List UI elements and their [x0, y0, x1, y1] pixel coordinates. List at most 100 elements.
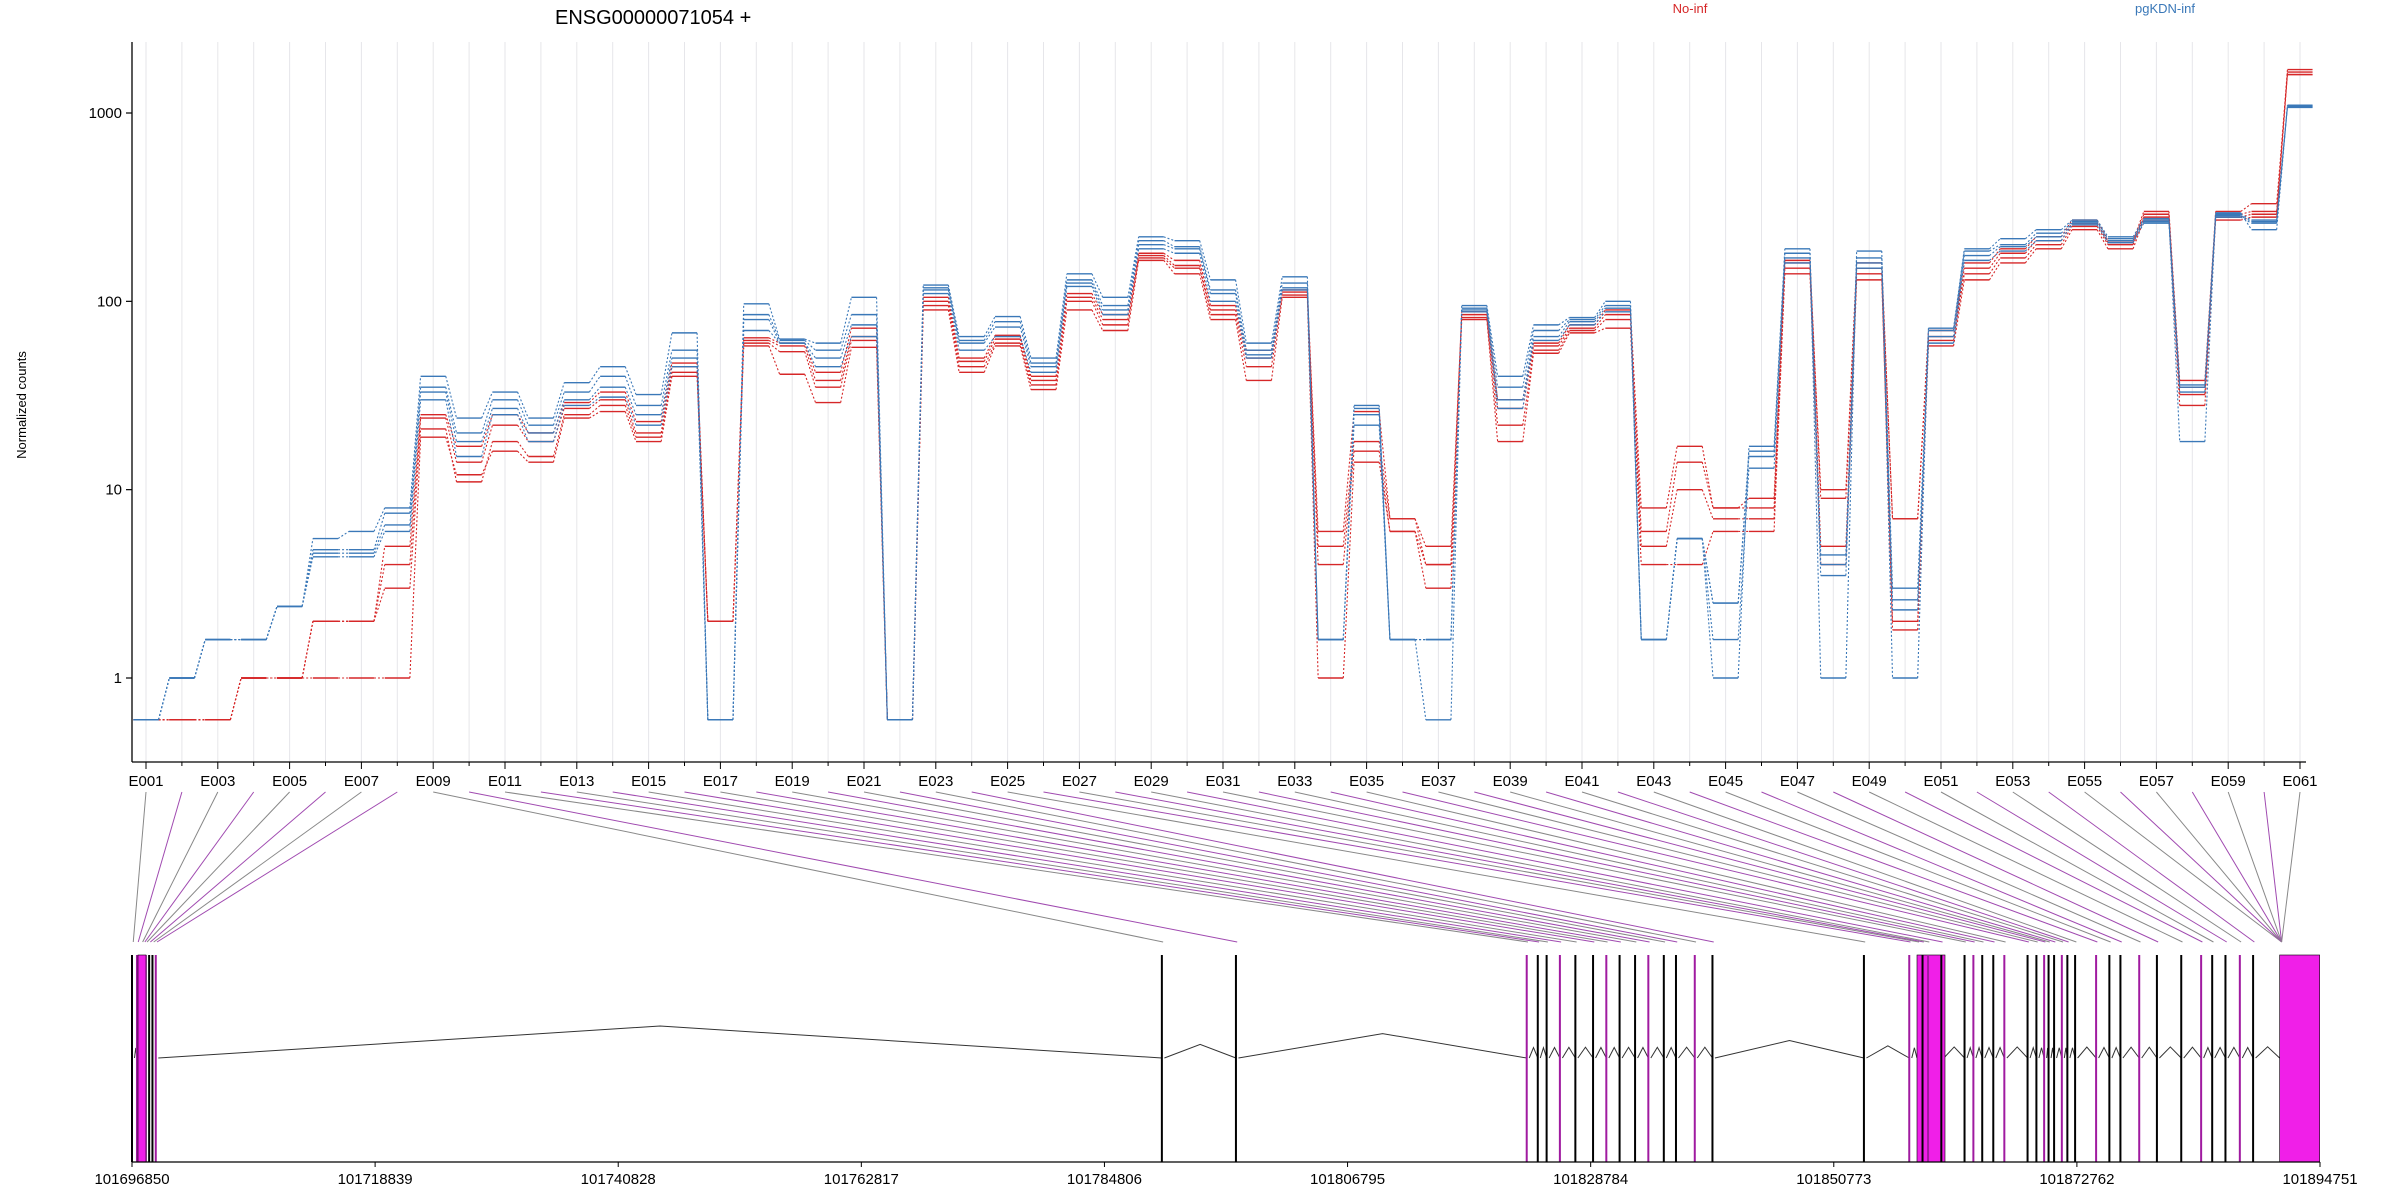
series-connector [2060, 226, 2073, 245]
series-connector [301, 538, 314, 607]
intron-line [2159, 1046, 2182, 1059]
series-connector [1163, 252, 1175, 261]
series-connector [696, 366, 709, 622]
intron-line [2203, 1046, 2213, 1059]
series-connector [589, 399, 601, 409]
exon-link [1904, 791, 2203, 943]
series-connector [552, 417, 565, 463]
series-connector [983, 316, 996, 337]
series-connector [660, 350, 673, 406]
exon-link [1222, 791, 1966, 943]
series-connector [1342, 405, 1355, 640]
series-connector [1342, 411, 1355, 532]
series-connector [2024, 236, 2037, 250]
series-connector [158, 677, 170, 720]
series-connector [1199, 253, 1211, 302]
series-connector [1342, 451, 1355, 565]
exon-link [756, 791, 1621, 943]
exon-link [2263, 791, 2283, 943]
series-connector [1091, 282, 1104, 311]
exon-link [142, 791, 219, 943]
series-connector [1737, 446, 1750, 679]
series-connector [1127, 255, 1140, 320]
x-tick-label: E023 [918, 773, 953, 790]
series-connector [1199, 240, 1211, 281]
series-connector [1558, 321, 1570, 337]
series-connector [1378, 405, 1391, 640]
series-connector [1450, 314, 1463, 547]
gene-axis-tick-label: 101696850 [94, 1171, 169, 1188]
series-connector [911, 297, 924, 720]
series-connector [624, 411, 637, 442]
exon-link [2281, 791, 2301, 943]
exon-link [1510, 791, 2050, 943]
x-tick-label: E035 [1349, 773, 1384, 790]
exon-link [1833, 791, 2159, 943]
series-connector [1558, 327, 1570, 347]
series-connector [1881, 273, 1894, 630]
series-connector [301, 621, 314, 679]
x-tick-label: E021 [846, 773, 881, 790]
gene-axis-tick-label: 101850773 [1796, 1171, 1871, 1188]
x-tick-label: E059 [2211, 773, 2246, 790]
series-connector [2024, 244, 2037, 259]
series-connector [1594, 327, 1606, 334]
intron-line [1528, 1046, 1539, 1059]
series-connector [1665, 538, 1678, 640]
intron-line [2214, 1046, 2226, 1059]
exon-link [1330, 791, 1995, 943]
series-connector [1270, 287, 1283, 355]
intron-line [158, 1025, 1162, 1059]
series-connector [732, 337, 745, 622]
series-connector [2096, 226, 2109, 245]
series-connector [1270, 276, 1283, 344]
series-connector [1809, 257, 1822, 565]
series-connector [624, 405, 637, 438]
series-connector [947, 297, 960, 359]
series-connector [552, 399, 565, 434]
intron-line [1995, 1046, 2005, 1059]
series-connector [1127, 257, 1140, 325]
series-connector [804, 338, 816, 344]
series-connector [624, 399, 637, 434]
series-connector [1917, 330, 1929, 519]
intron-line [1984, 1046, 1994, 1059]
gene-axis-tick-label: 101718839 [338, 1171, 413, 1188]
series-connector [1558, 324, 1570, 341]
exon-link [1438, 791, 2038, 943]
series-connector [1989, 238, 2001, 250]
series-connector [660, 332, 673, 395]
series-connector [1665, 538, 1678, 640]
y-tick-label: 1 [114, 670, 122, 687]
gene-axis-tick-label: 101806795 [1310, 1171, 1385, 1188]
series-connector [2024, 240, 2037, 252]
series-connector [552, 391, 565, 426]
x-tick-label: E017 [703, 773, 738, 790]
x-tick-label: E025 [990, 773, 1025, 790]
series-connector [1522, 345, 1535, 409]
gene-axis-tick-label: 101894751 [2282, 1171, 2357, 1188]
series-connector [1629, 328, 1642, 565]
intron-line [2111, 1046, 2121, 1059]
exon-link [156, 791, 398, 943]
exon-link [504, 791, 1529, 943]
series-connector [947, 287, 960, 341]
series-connector [1163, 236, 1175, 242]
series-connector [1989, 262, 2001, 281]
series-connector [1019, 321, 1032, 364]
series-connector [1270, 282, 1283, 351]
series-connector [2096, 219, 2109, 238]
series-connector [2276, 105, 2288, 230]
intron-line [1866, 1045, 1910, 1059]
series-connector [373, 587, 386, 622]
series-connector [1055, 286, 1068, 373]
intron-line [1548, 1046, 1561, 1059]
series-connector [1701, 446, 1714, 509]
series-connector [481, 414, 493, 447]
x-tick-label: E041 [1564, 773, 1599, 790]
series-connector [1701, 538, 1714, 640]
series-connector [1127, 260, 1140, 331]
gene-axis-tick-label: 101762817 [824, 1171, 899, 1188]
exon-link [684, 791, 1595, 943]
series-connector [1594, 305, 1606, 320]
